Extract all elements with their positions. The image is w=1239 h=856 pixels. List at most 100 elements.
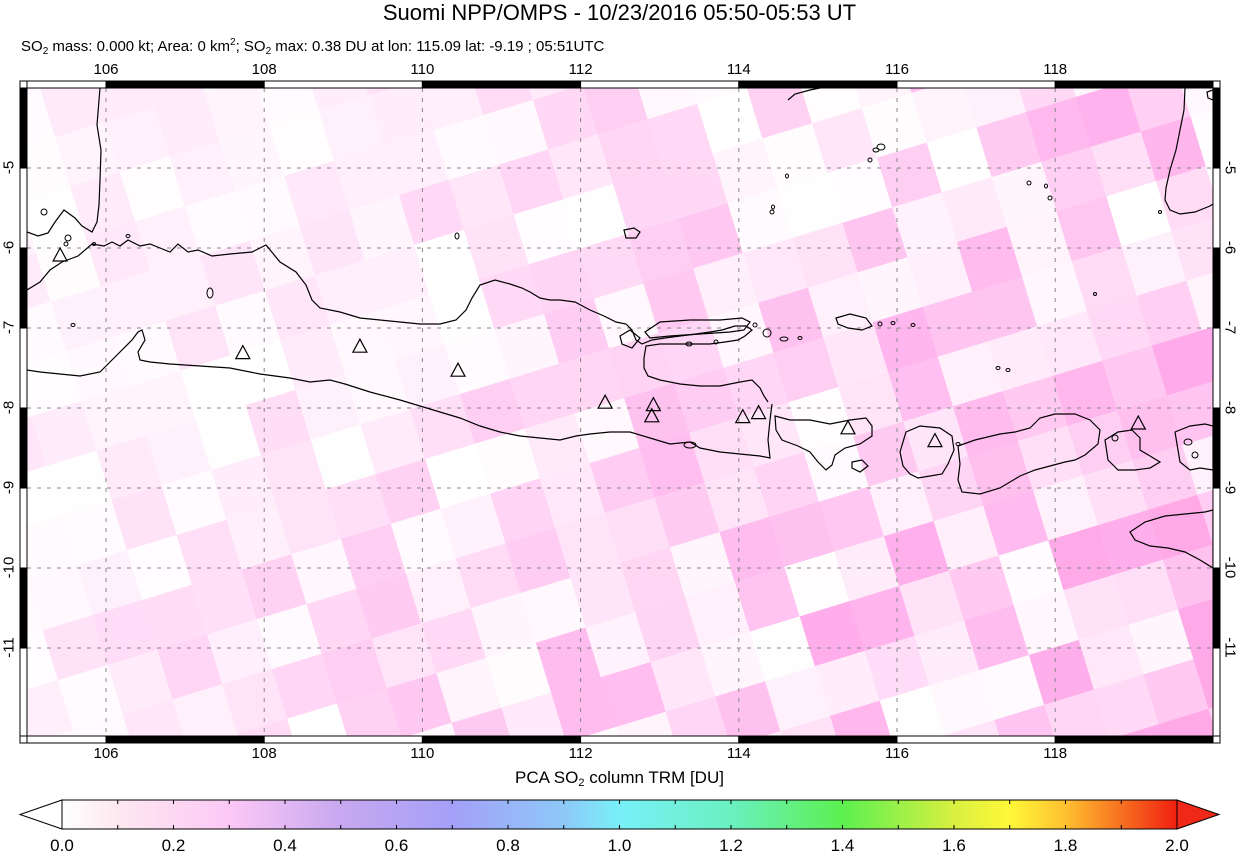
so2-pixel [552,0,618,36]
so2-pixel [926,127,993,194]
so2-pixel [879,685,946,736]
volcano-icon [839,419,856,435]
so2-pixel [154,91,221,158]
so2-pixel [215,290,282,357]
so2-pixel [550,676,618,736]
map-subtitle: SO2 mass: 0.000 kt; Area: 0 km2; SO2 max… [21,34,604,61]
so2-pixel [27,136,72,204]
so2-pixel [440,493,507,560]
so2-pixel [375,458,442,525]
volcano-icon [449,361,466,377]
so2-pixel [996,0,1062,63]
so2-pixel [77,549,144,617]
so2-pixel [907,241,974,308]
so2-pixel [585,612,652,679]
so2-pixel [600,661,667,728]
so2-pixel [1145,0,1211,18]
so2-pixel [1026,96,1093,163]
so2-pixel [226,504,293,571]
coastline-java-south [27,329,773,459]
so2-pixel [46,450,113,517]
so2-pixel [620,547,687,614]
so2-pixel [269,110,336,177]
so2-pixel [684,581,752,648]
volcano-icon [734,408,751,424]
so2-pixel [487,0,553,1]
so2-pixel [410,393,477,460]
so2-pixel [811,107,879,174]
colorbar-tick-label: 0.4 [273,836,297,855]
so2-pixel [689,417,756,484]
so2-pixel [731,88,799,90]
so2-pixel [276,489,343,556]
so2-pixel [818,486,886,553]
coastline-bawean [623,227,641,239]
so2-pixel [814,650,881,717]
so2-pixel [1067,410,1134,477]
volcano-icon [234,344,251,360]
so2-pixel [578,233,645,300]
so2-pixel [998,540,1065,607]
so2-pixel [42,614,109,682]
so2-pixel [321,638,388,705]
so2-pixel [470,592,538,659]
so2-pixel [976,111,1043,179]
so2-pixel [291,538,358,606]
so2-pixel [807,272,875,339]
so2-pixel [1091,131,1158,198]
so2-pixel [762,122,829,190]
so2-pixel [647,103,714,170]
so2-pixel [249,225,316,292]
so2-pixel [979,654,1046,721]
so2-pixel [234,175,301,242]
so2-pixel [669,531,736,599]
lon-tick-label: 118 [1043,61,1068,78]
so2-pixel [498,149,565,216]
so2-pixel [697,88,764,155]
so2-pixel [1151,330,1213,397]
so2-pixel [172,683,239,736]
so2-pixel [570,562,637,629]
so2-pixel [1143,658,1210,726]
so2-pixel [624,382,691,449]
so2-pixel [467,88,535,116]
islets [40,143,1199,459]
so2-pixel [425,443,492,510]
so2-pixel [544,298,611,365]
so2-pixel [1010,88,1078,114]
so2-pixel [256,603,323,670]
so2-pixel [1125,88,1192,133]
so2-pixel [639,432,706,499]
lat-tick-label: -7 [1221,320,1239,335]
so2-pixel [27,630,60,697]
so2-pixel [673,367,741,434]
coastline-bali [774,415,873,471]
so2-pixel [1117,395,1184,462]
so2-pixel [1075,88,1142,148]
so2-pixel [1033,475,1100,542]
so2-pixel [662,153,729,220]
so2-pixel [39,88,106,139]
so2-pixel [749,616,817,683]
so2-pixel [490,478,557,545]
so2-pixel [124,0,190,58]
mass-area-text: mass: 0.000 kt; Area: 0 km [48,38,230,55]
so2-pixel [524,413,591,480]
so2-pixel [174,0,240,43]
so2-pixel [665,696,732,736]
lat-tick-label: -8 [1221,400,1239,415]
so2-pixel [288,0,354,62]
lat-tick-label: -5 [0,160,18,175]
so2-pixel [107,649,174,716]
so2-pixel [1140,115,1207,183]
so2-pixel [1158,708,1213,736]
so2-pixel [948,555,1015,622]
so2-pixel [918,455,985,523]
so2-pixel [27,351,83,418]
so2-pixel [589,447,656,514]
so2-pixel [914,620,981,687]
so2-pixel [390,508,457,575]
so2-pixel [27,301,68,368]
so2-pixel [486,642,553,709]
